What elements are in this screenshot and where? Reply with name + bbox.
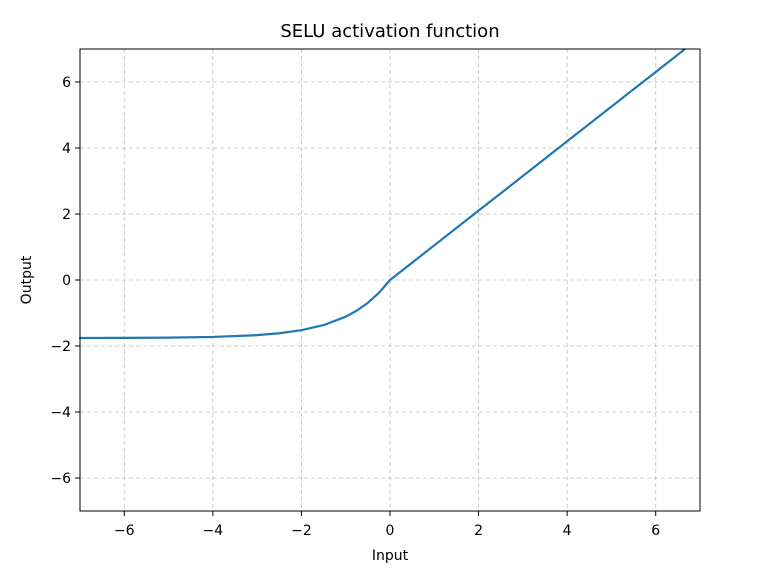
x-axis-label: Input [372,548,409,564]
y-axis-label: Output [19,255,35,304]
x-tick-label: 2 [474,523,483,539]
y-tick-label: 6 [62,75,71,91]
x-tick-label: 0 [386,523,395,539]
selu-series-line [78,48,686,340]
x-tick-label: 4 [563,523,572,539]
y-tick-label: −2 [50,339,71,355]
y-tick-label: −6 [50,471,71,487]
grid [80,49,700,511]
y-tick-label: 0 [62,273,71,289]
y-tick-label: −4 [50,405,71,421]
chart-title: SELU activation function [280,21,499,42]
y-tick-label: 4 [62,141,71,157]
x-tick-label: 6 [651,523,660,539]
y-axis-ticks: −6 −4 −2 0 2 4 6 [50,75,80,487]
x-tick-label: −4 [203,523,224,539]
x-tick-label: −2 [291,523,312,539]
series-line-layer [78,48,686,340]
y-tick-label: 2 [62,207,71,223]
x-tick-label: −6 [114,523,135,539]
x-axis-ticks: −6 −4 −2 0 2 4 6 [114,511,660,539]
